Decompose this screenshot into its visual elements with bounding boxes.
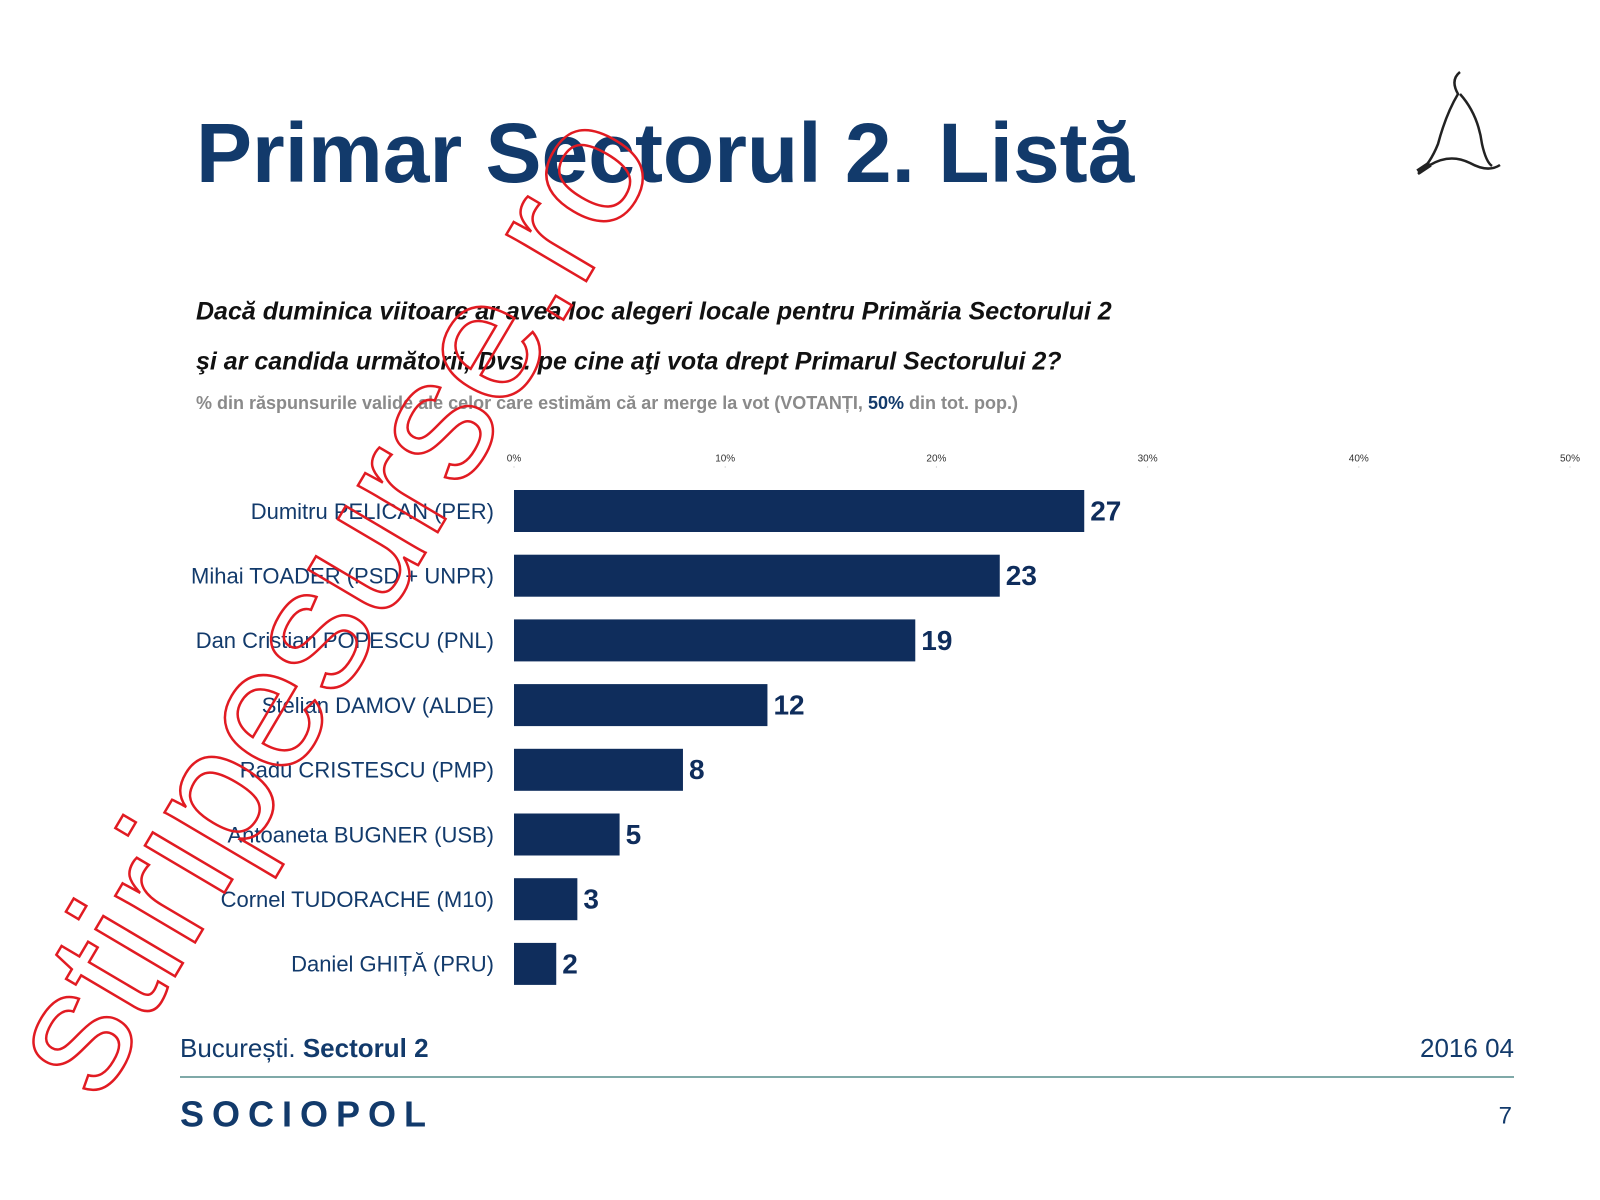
x-tick-label: 0%	[507, 454, 522, 465]
slide-title: Primar Sectorul 2. Listă	[196, 106, 1136, 200]
category-label: Daniel GHIȚĂ (PRU)	[291, 952, 494, 977]
value-label: 2	[562, 948, 578, 979]
bar	[514, 684, 768, 727]
subtitle-part: % din răspunsurile valide ale celor care…	[196, 393, 863, 413]
bar	[514, 490, 1085, 532]
category-label: Radu CRISTESCU (PMP)	[240, 758, 494, 783]
question-line: şi ar candida următorii, Dvs. pe cine aţ…	[196, 348, 1062, 376]
x-tick-label: 50%	[1560, 454, 1580, 465]
x-tick-label: 10%	[715, 454, 735, 465]
bar	[514, 554, 1000, 597]
bar	[514, 942, 557, 985]
subtitle-highlight: 50%	[868, 393, 904, 413]
logo-stroke	[1417, 71, 1501, 175]
subtitle-part: din tot. pop.)	[909, 393, 1018, 413]
value-label: 12	[773, 689, 804, 720]
x-tick-label: 20%	[926, 454, 946, 465]
category-label: Cornel TUDORACHE (M10)	[221, 887, 494, 912]
bar	[514, 748, 683, 791]
category-label: Stelian DAMOV (ALDE)	[262, 693, 494, 718]
footer-sector: Sectorul 2	[303, 1033, 429, 1063]
footer-city: București.	[180, 1033, 296, 1063]
x-tick-label: 40%	[1349, 454, 1369, 465]
question-line: Dacă duminica viitoare ar avea loc alege…	[196, 298, 1112, 326]
x-tick-label: 30%	[1138, 454, 1158, 465]
bar	[514, 619, 916, 662]
value-label: 5	[626, 819, 642, 850]
bar	[514, 813, 620, 856]
footer-date: 2016 04	[1420, 1033, 1514, 1063]
value-label: 23	[1006, 560, 1037, 591]
footer-brand: SOCIOPOL	[180, 1094, 434, 1135]
value-label: 27	[1090, 495, 1121, 526]
value-label: 8	[689, 754, 705, 785]
category-label: Dan Cristian POPESCU (PNL)	[196, 628, 494, 653]
category-label: Mihai TOADER (PSD + UNPR)	[191, 564, 494, 589]
subtitle: % din răspunsurile valide ale celor care…	[196, 393, 1018, 413]
category-label: Dumitru PELICAN (PER)	[251, 499, 494, 524]
value-label: 3	[583, 884, 599, 915]
bar	[514, 878, 578, 921]
category-label: Antoaneta BUGNER (USB)	[227, 822, 494, 847]
plot: 0% 10% 20% 30% 40% 50% Dumitru PELICAN (PER) 27…	[191, 454, 1580, 985]
page-number: 7	[1499, 1102, 1512, 1129]
logo-stroke	[1416, 161, 1432, 175]
value-label: 19	[921, 625, 952, 656]
footer-location: București. Sectorul 2	[180, 1033, 429, 1063]
logo	[1416, 71, 1501, 175]
